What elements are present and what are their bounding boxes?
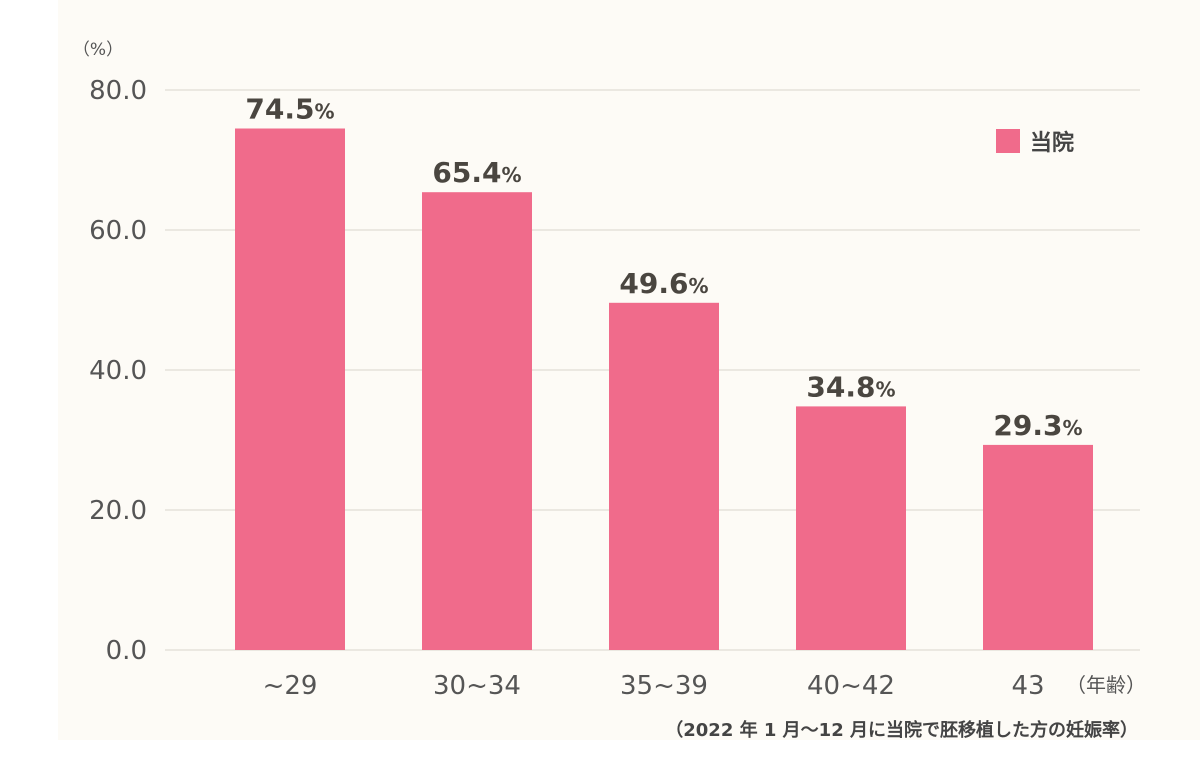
bar	[235, 128, 345, 650]
y-axis-unit: （%）	[73, 40, 123, 60]
y-axis: 0.0 20.0 40.0 60.0 80.0	[89, 76, 147, 666]
bar-value-label: 65.4%	[432, 156, 521, 189]
bars	[235, 128, 1093, 650]
bar	[422, 192, 532, 650]
bar	[609, 302, 719, 650]
legend: 当院	[996, 129, 1074, 156]
x-tick-label: 35~39	[620, 671, 708, 701]
x-axis-unit: （年齢）	[1066, 673, 1146, 697]
legend-swatch	[996, 129, 1020, 153]
value-labels: 74.5% 65.4% 49.6% 34.8% 29.3%	[245, 93, 1082, 442]
x-tick-label: ~29	[263, 671, 318, 701]
bar-value-label: 49.6%	[619, 267, 708, 300]
x-axis: ~29 30~34 35~39 40~42 43	[263, 671, 1045, 701]
x-tick-label: 30~34	[433, 671, 521, 701]
legend-label: 当院	[1030, 130, 1074, 156]
chart-caption: （2022 年 1 月～12 月に当院で胚移植した方の妊娠率）	[665, 719, 1138, 741]
y-tick-label: 40.0	[89, 356, 147, 386]
y-tick-label: 20.0	[89, 496, 147, 526]
bar-value-label: 34.8%	[806, 370, 895, 403]
bar	[983, 444, 1093, 650]
y-tick-label: 60.0	[89, 216, 147, 246]
bar	[796, 406, 906, 650]
bar-value-label: 74.5%	[245, 93, 334, 126]
y-tick-label: 80.0	[89, 76, 147, 106]
y-tick-label: 0.0	[106, 636, 147, 666]
x-tick-label: 40~42	[807, 671, 895, 701]
x-tick-label: 43	[1011, 671, 1044, 701]
bar-value-label: 29.3%	[993, 409, 1082, 442]
